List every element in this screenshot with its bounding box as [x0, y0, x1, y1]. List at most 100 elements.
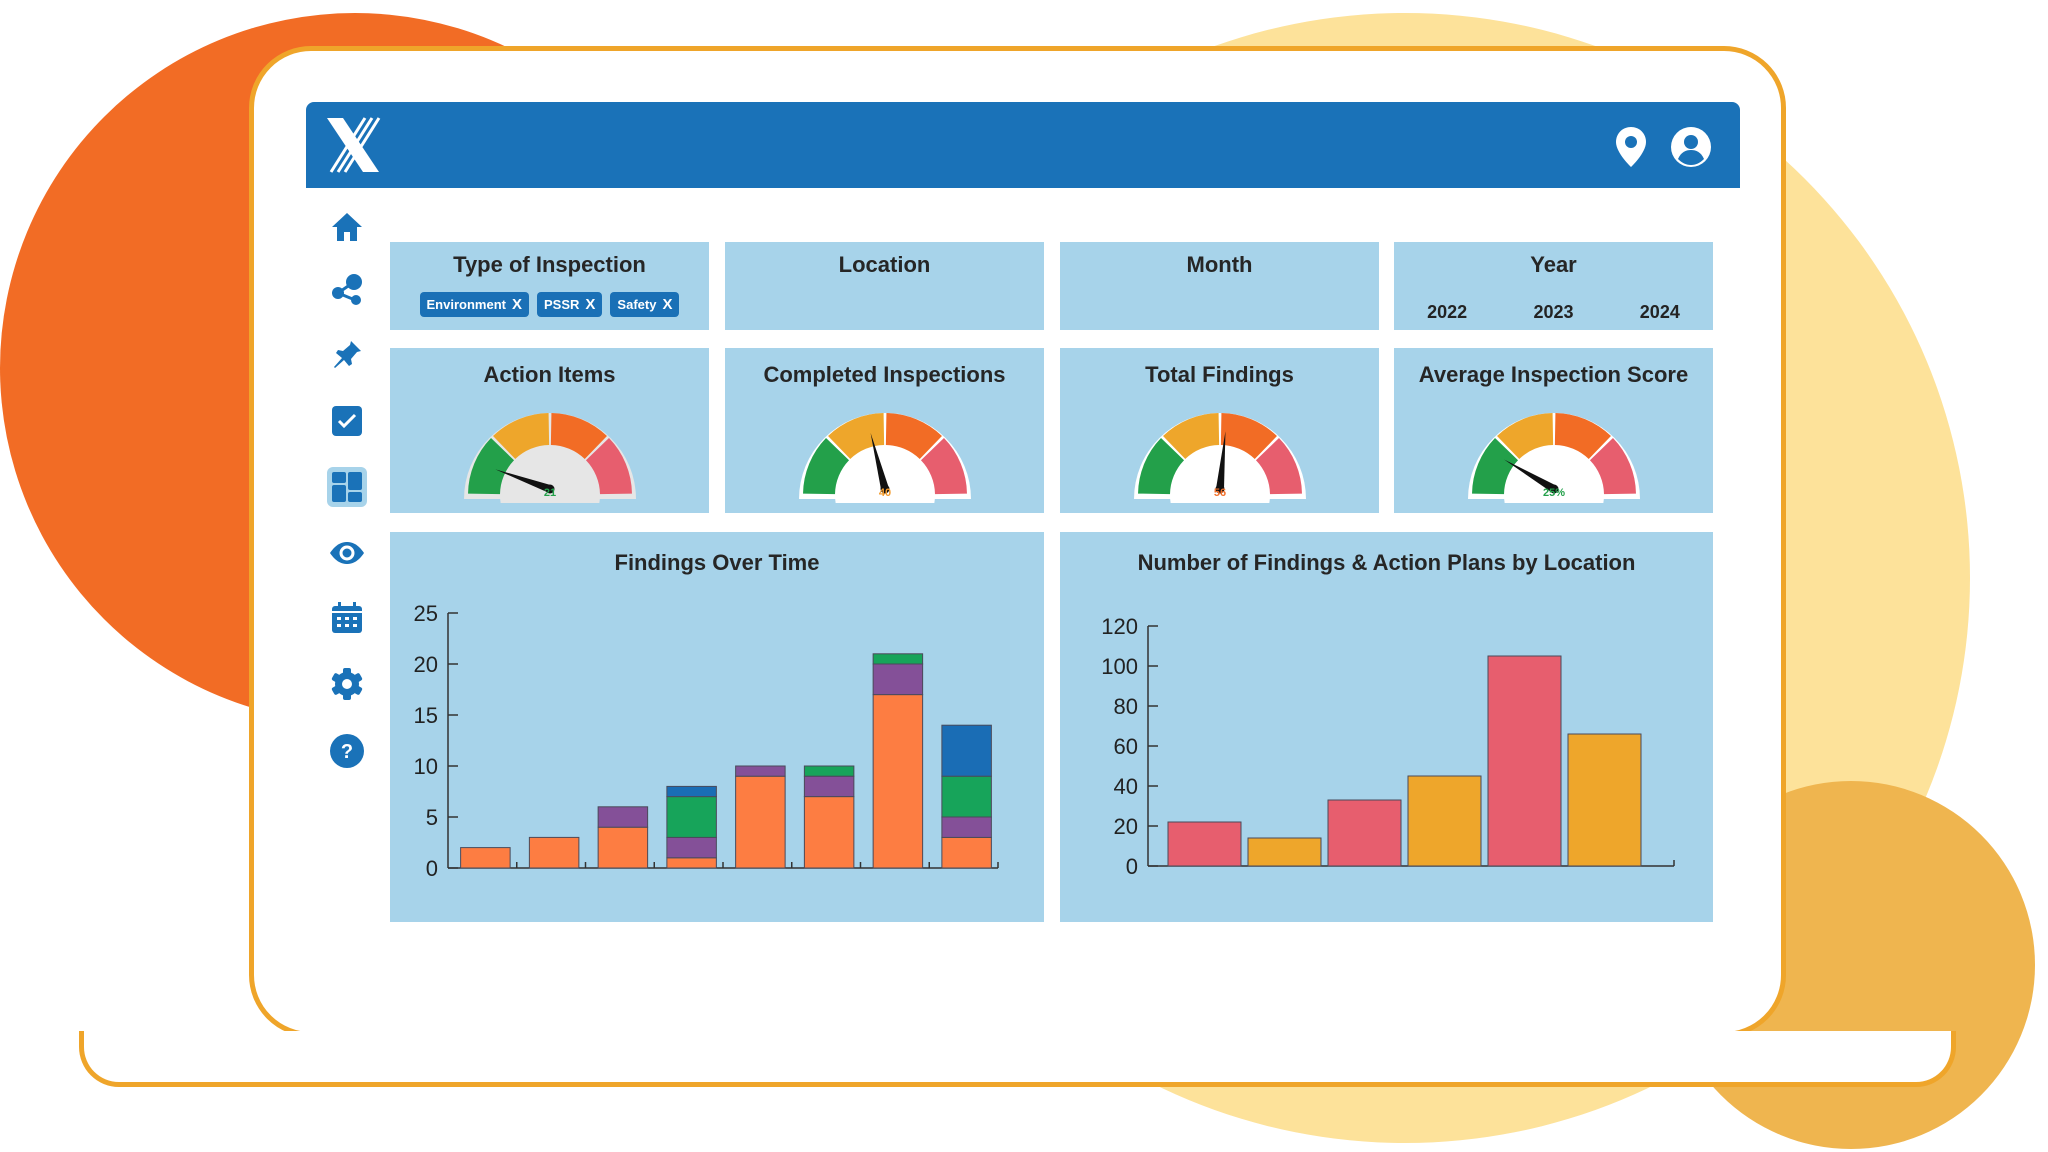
- gauge-segment: [803, 438, 850, 495]
- bar-segment: [872, 653, 924, 665]
- findings-over-time-panel: Findings Over Time 0 5 10 15 20 25: [390, 532, 1044, 922]
- bar-segment: [803, 796, 855, 869]
- sidebar-item-dashboard[interactable]: [327, 467, 367, 507]
- gauge-value: 25%: [1543, 487, 1565, 499]
- filter-label: Year: [1530, 252, 1577, 277]
- share-network-icon: [332, 274, 362, 305]
- gauge-panel: Action Items 21: [390, 348, 709, 513]
- gauge-segment: [550, 413, 607, 460]
- gauge-segment: [1497, 413, 1554, 460]
- bar-segment: [803, 765, 855, 777]
- gauge-value: 56: [1214, 487, 1226, 499]
- gauge-segment: [828, 413, 885, 460]
- year-option-2024[interactable]: 2024: [1639, 302, 1680, 322]
- location-pin-icon[interactable]: [1614, 126, 1648, 173]
- findings-by-location-chart: 0 20 40 60 80 100 120: [1101, 614, 1675, 879]
- gauge-segment: [1554, 413, 1611, 460]
- remove-tag-icon[interactable]: X: [511, 296, 522, 313]
- sidebar-item-view[interactable]: [327, 533, 367, 573]
- bar-segment: [735, 775, 786, 869]
- gauge-title: Average Inspection Score: [1418, 362, 1689, 387]
- bar-segment: [803, 775, 855, 798]
- sidebar-item-home[interactable]: [327, 207, 367, 247]
- sidebar-item-pin[interactable]: [327, 335, 367, 375]
- filter-location[interactable]: Location: [725, 242, 1044, 330]
- sidebar-item-help[interactable]: ?: [327, 731, 367, 771]
- y-tick-label: 10: [414, 754, 438, 779]
- filter-month[interactable]: Month: [1060, 242, 1379, 330]
- gauge-title: Total Findings: [1145, 362, 1294, 387]
- sidebar-item-calendar[interactable]: [327, 598, 367, 638]
- filter-tag-safety[interactable]: Safety X: [610, 292, 680, 317]
- bar-segment: [941, 836, 992, 869]
- y-tick-label: 60: [1114, 734, 1138, 759]
- filter-tag-pssr[interactable]: PSSR X: [537, 292, 603, 317]
- bar: [1327, 799, 1402, 867]
- bar-segment: [528, 836, 580, 869]
- gauge-needle: [1216, 431, 1226, 490]
- bar-segment: [941, 775, 992, 818]
- filter-label: Month: [1186, 252, 1253, 277]
- gauge-value: 40: [879, 487, 891, 499]
- gauge: 40: [799, 413, 971, 503]
- gauge-title: Action Items: [483, 362, 616, 387]
- filter-label: Location: [838, 252, 931, 277]
- y-tick-label: 80: [1114, 694, 1138, 719]
- gauge-segment: [493, 413, 550, 460]
- gauge-panel: Average Inspection Score 25%: [1394, 348, 1713, 513]
- remove-tag-icon[interactable]: X: [662, 296, 673, 313]
- user-account-icon[interactable]: [1670, 126, 1712, 173]
- gauge-panel: Total Findings 56: [1060, 348, 1379, 513]
- y-tick-label: 40: [1114, 774, 1138, 799]
- home-icon: [332, 213, 362, 241]
- findings-over-time-chart: 0 5 10 15 20 25: [414, 601, 999, 881]
- y-tick-label: 20: [414, 652, 438, 677]
- tag-label: Safety: [617, 297, 657, 312]
- dashboard-icon: [332, 472, 362, 502]
- logo-x-icon: [327, 117, 381, 173]
- filter-label: Type of Inspection: [453, 252, 646, 277]
- gauge-needle: [495, 469, 552, 493]
- bar-segment: [666, 836, 717, 859]
- sidebar-item-tasks[interactable]: [327, 401, 367, 441]
- gauge-segment: [468, 438, 515, 495]
- bar-segment: [941, 816, 992, 838]
- year-option-2023[interactable]: 2023: [1533, 302, 1574, 322]
- bar: [1247, 837, 1322, 867]
- year-option-2022[interactable]: 2022: [1427, 302, 1468, 322]
- filter-tag-environment[interactable]: Environment X: [419, 292, 529, 317]
- gauge-segment: [1589, 438, 1636, 495]
- bar: [1567, 733, 1642, 867]
- bar-segment: [735, 765, 786, 777]
- bar-segment: [941, 724, 992, 777]
- help-icon: ?: [330, 734, 364, 768]
- gauge: 25%: [1468, 413, 1640, 503]
- sidebar-item-share[interactable]: [327, 269, 367, 309]
- app-logo[interactable]: [325, 116, 381, 174]
- y-tick-label: 100: [1101, 654, 1138, 679]
- gauge-segment: [585, 438, 632, 495]
- laptop-base: [79, 1031, 1956, 1087]
- gauge-segment: [1472, 438, 1519, 495]
- gear-icon: [331, 668, 363, 700]
- bar-segment: [597, 806, 649, 828]
- gauge-segment: [1138, 438, 1185, 495]
- filter-type-of-inspection: Type of Inspection Environment X PSSR X Sa…: [390, 242, 709, 330]
- checkbox-icon: [332, 406, 362, 436]
- y-tick-label: 15: [414, 703, 438, 728]
- pin-icon: [334, 341, 361, 368]
- filter-year: Year 2022 2023 2024: [1394, 242, 1713, 330]
- gauge-segment: [1220, 413, 1277, 460]
- bar: [1407, 775, 1482, 867]
- remove-tag-icon[interactable]: X: [585, 296, 596, 313]
- sidebar-item-settings[interactable]: [327, 664, 367, 704]
- eye-icon: [330, 542, 364, 564]
- gauge-title: Completed Inspections: [763, 362, 1006, 387]
- svg-text:?: ?: [341, 741, 353, 763]
- tag-label: PSSR: [544, 297, 580, 312]
- y-tick-label: 25: [414, 601, 438, 626]
- app-header: [306, 102, 1740, 188]
- bar-segment: [597, 826, 649, 869]
- bar-segment: [666, 785, 717, 798]
- gauge-segment: [1163, 413, 1220, 460]
